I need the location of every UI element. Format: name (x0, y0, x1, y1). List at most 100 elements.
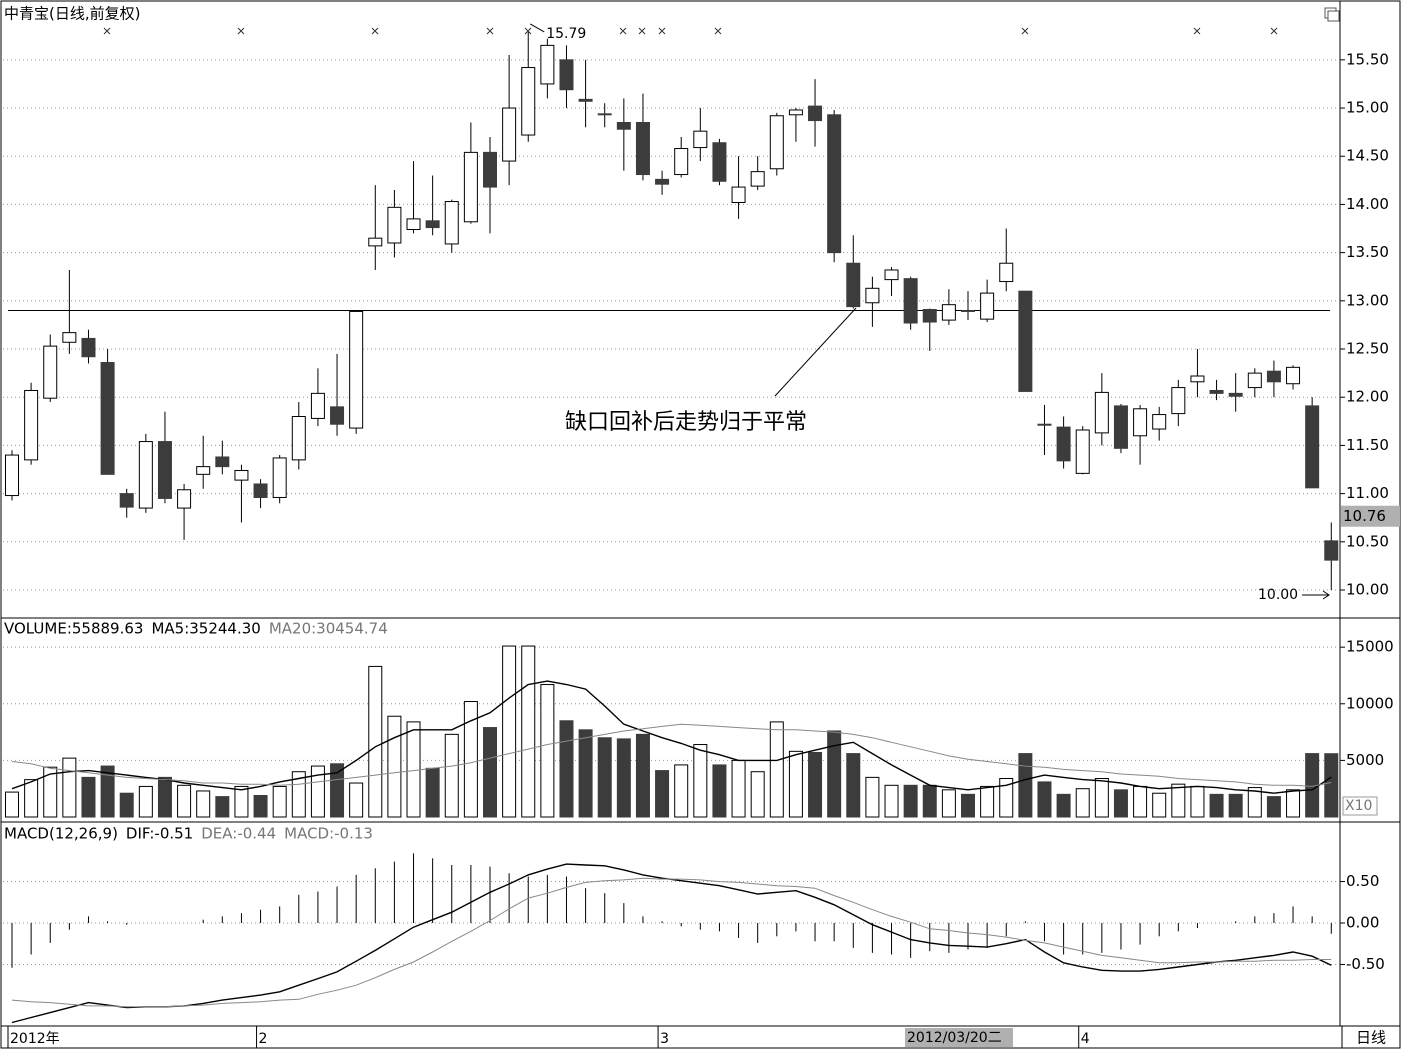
candle-body (788, 109, 803, 116)
candle-body (1152, 414, 1167, 430)
candle-body (635, 121, 650, 176)
candle-body (1056, 426, 1071, 462)
y-tick-label: 10.50 (1346, 532, 1389, 550)
volume-bar (291, 771, 306, 818)
volume-bar (674, 764, 689, 818)
candle-body (1113, 405, 1128, 449)
x-tick-label: 2012年 (10, 1031, 60, 1047)
info-marker (658, 27, 666, 35)
chart-title: 中青宝(日线,前复权) (4, 5, 140, 23)
candle-body (368, 237, 383, 247)
candle-body (578, 98, 593, 102)
candle-body (521, 67, 536, 136)
candle-body (1075, 429, 1090, 474)
x-tick-label: 2 (259, 1031, 268, 1047)
volume-bar (100, 765, 115, 818)
volume-bar (980, 785, 995, 818)
candle-body (865, 287, 880, 304)
volume-bar (1018, 753, 1033, 818)
candle-body (425, 220, 440, 229)
volume-ma-line (11, 723, 1332, 787)
info-marker (237, 27, 245, 35)
volume-bar (578, 729, 593, 818)
annotation: 缺口回补后走势归于平常 (565, 410, 807, 435)
period-label: 日线 (1356, 1029, 1386, 1047)
volume-bar (1324, 753, 1339, 818)
unit-box (1342, 796, 1378, 816)
volume-bar (1056, 793, 1071, 818)
x-tick-label: 3 (660, 1031, 669, 1047)
info-marker (371, 27, 379, 35)
volume-bar (1037, 781, 1052, 818)
volume-bar (1286, 789, 1301, 818)
candle-body (769, 115, 784, 170)
candle-body (1305, 405, 1320, 489)
candle-body (1266, 370, 1281, 383)
panel-header: MACD:-0.13 (284, 825, 373, 843)
candle-body (1209, 389, 1224, 394)
volume-bar (1171, 783, 1186, 818)
candle-body (349, 310, 364, 429)
volume-bar (540, 684, 555, 818)
volume-bar (330, 763, 345, 818)
panel-header: MACD(12,26,9) (4, 825, 118, 843)
candle-body (1037, 423, 1052, 426)
candle-body (712, 142, 727, 182)
volume-bar (81, 776, 96, 818)
y-tick-label: 10000 (1346, 694, 1394, 712)
volume-bar (1190, 785, 1205, 818)
cursor-label: 2012/03/20二 (907, 1030, 1002, 1046)
candle-body (215, 456, 230, 468)
max-label: 15.79 (546, 26, 586, 42)
candle-body (157, 441, 172, 499)
y-tick-label: 15.00 (1346, 99, 1389, 117)
candle-body (196, 466, 211, 475)
candle-body (597, 113, 612, 116)
candle-body (1190, 375, 1205, 383)
candle-body (24, 389, 39, 461)
volume-bar (444, 733, 459, 818)
min-arrow-head (1322, 590, 1330, 600)
volume-bar (1113, 789, 1128, 818)
candle-body (1018, 290, 1033, 392)
volume-bar (788, 750, 803, 818)
volume-bar (903, 784, 918, 818)
info-marker (103, 27, 111, 35)
volume-bar (43, 766, 58, 818)
volume-bar (253, 794, 268, 818)
info-marker (638, 27, 646, 35)
max-arrow (529, 23, 545, 33)
volume-bar (177, 784, 192, 818)
y-tick-label: 0.00 (1346, 914, 1379, 932)
candle-body (999, 262, 1014, 283)
volume-bar (808, 751, 823, 818)
volume-ma-line (11, 680, 1332, 794)
volume-bar (1209, 793, 1224, 818)
volume-bar (559, 720, 574, 818)
price-marker-box (1341, 505, 1400, 527)
candle-body (903, 278, 918, 324)
volume-bar (941, 789, 956, 818)
candle-body (1094, 391, 1109, 434)
y-tick-label: 13.00 (1346, 291, 1389, 309)
candle-body (655, 178, 670, 185)
volume-bar (138, 785, 153, 818)
volume-bar (922, 784, 937, 818)
cursor-box (905, 1028, 1013, 1047)
volume-bar (234, 785, 249, 818)
candle-body (291, 415, 306, 461)
volume-bar (425, 767, 440, 818)
volume-bar (349, 782, 364, 818)
candle-body (1171, 387, 1186, 415)
candle-body (62, 332, 77, 343)
volume-bar (827, 730, 842, 818)
candle-body (731, 186, 746, 204)
panel-header: MA5:35244.30 (151, 620, 260, 638)
volume-bar (1228, 793, 1243, 818)
candle-body (1133, 408, 1148, 437)
volume-bar (406, 721, 421, 818)
candle-body (502, 107, 517, 162)
candle-body (1228, 392, 1243, 397)
